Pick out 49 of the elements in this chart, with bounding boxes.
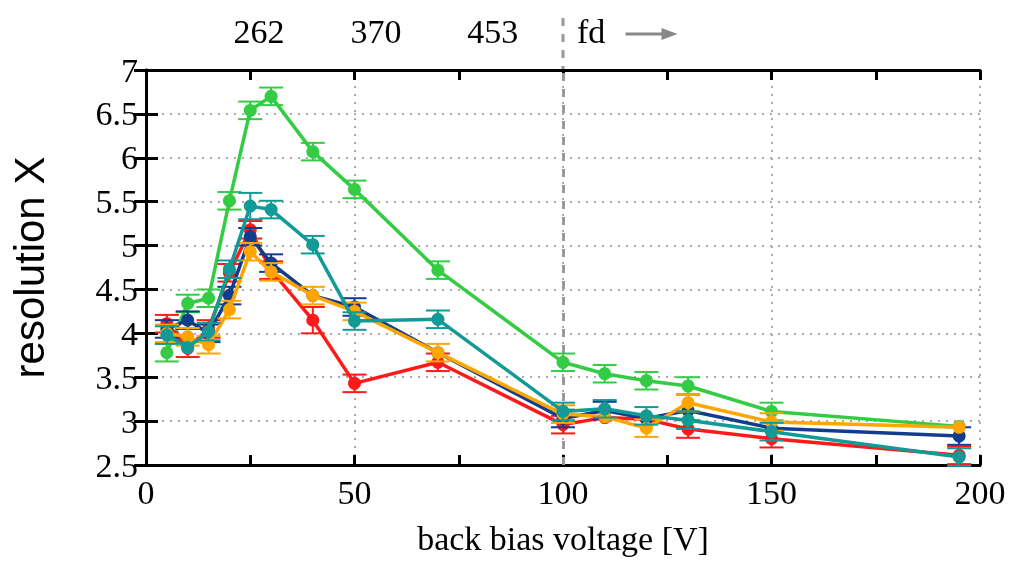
point (348, 314, 361, 328)
x-tick-label: 150 (746, 473, 797, 511)
y-tick-label: 3 (121, 402, 138, 440)
y-tick-label: 5 (121, 227, 138, 265)
point (598, 367, 612, 381)
y-tick-label: 3.5 (95, 358, 138, 396)
text: fd (577, 12, 606, 50)
point (243, 230, 257, 244)
point (160, 346, 174, 360)
point (639, 374, 653, 388)
point (243, 103, 257, 117)
y-tick-label: 4 (121, 314, 138, 352)
point (264, 203, 278, 217)
x-axis-title: back bias voltage [V] (417, 519, 709, 557)
point (222, 262, 236, 276)
point (306, 238, 320, 252)
point (243, 245, 257, 259)
x-tick-label: 100 (537, 473, 589, 511)
point (765, 425, 778, 439)
point (181, 296, 195, 310)
x-tick-label: 200 (954, 473, 1006, 511)
text: 262 (233, 12, 285, 50)
text: 370 (350, 12, 402, 50)
x-tick-label: 0 (137, 473, 155, 511)
point (556, 355, 570, 369)
point (243, 199, 257, 213)
y-tick-label: 2.5 (95, 446, 138, 484)
point (222, 303, 236, 317)
y-axis-title: resolution X (5, 156, 53, 379)
y-tick-label: 5.5 (95, 183, 138, 221)
point (306, 145, 320, 159)
point (348, 182, 361, 196)
point (202, 291, 216, 305)
point (348, 376, 361, 390)
point (681, 413, 695, 427)
y-tick-label: 7 (121, 51, 138, 89)
text: 453 (467, 12, 519, 50)
y-tick-label: 4.5 (95, 270, 138, 308)
point (181, 313, 195, 327)
point (681, 396, 695, 410)
x-tick-label: 50 (337, 473, 372, 511)
y-tick-label: 6.5 (95, 95, 138, 133)
point (431, 312, 445, 326)
point (306, 313, 320, 327)
point (181, 330, 195, 344)
point (264, 89, 278, 103)
point (681, 379, 695, 393)
point (431, 263, 445, 277)
point (222, 194, 236, 208)
